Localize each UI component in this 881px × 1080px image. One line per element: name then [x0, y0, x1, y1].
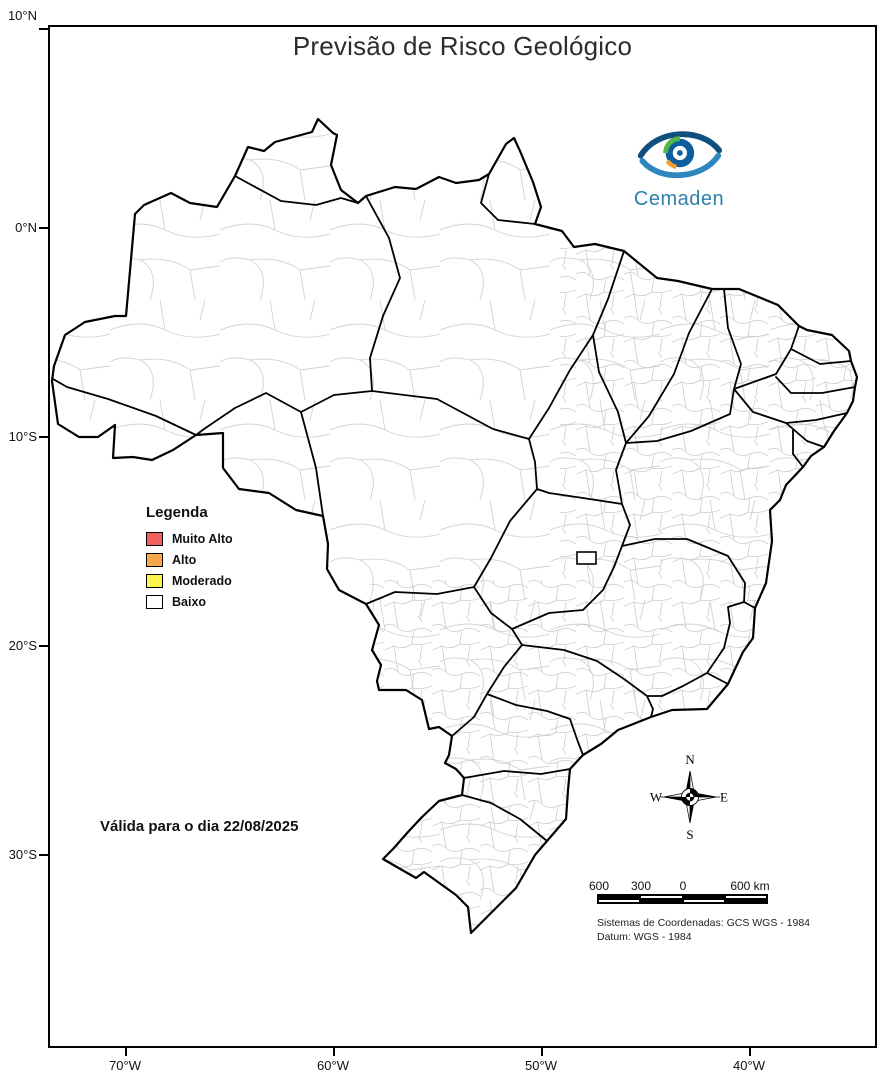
crs-line-1: Sistemas de Coordenadas: GCS WGS - 1984 [597, 917, 811, 929]
lon-tick-50w [541, 1048, 543, 1056]
legend-label: Alto [172, 553, 197, 567]
compass-rose-icon: N E S W [650, 752, 728, 842]
scale-label: 600 [588, 879, 610, 893]
map-frame [48, 25, 877, 1048]
legend-item-moderado: Moderado [146, 574, 233, 588]
lon-label-40w: 40°W [733, 1058, 765, 1073]
cemaden-wordmark: Cemaden [633, 188, 725, 210]
crs-info: Sistemas de Coordenadas: GCS WGS - 1984 … [597, 917, 810, 944]
lon-label-60w: 60°W [317, 1058, 349, 1073]
lat-tick-20s [39, 645, 48, 647]
scale-bar-labels: 600 300 0 600 km [589, 879, 777, 893]
scale-bar-graphic [597, 894, 768, 904]
lat-tick-10n [39, 28, 48, 30]
compass-letter-s: S [686, 827, 693, 842]
scale-bar: 600 300 0 600 km [589, 879, 777, 904]
lat-label-10s: 10°S [8, 429, 37, 444]
lon-tick-40w [749, 1048, 751, 1056]
lat-tick-10s [39, 436, 48, 438]
cemaden-eye-icon [637, 131, 723, 178]
scale-label: 0 [679, 879, 687, 893]
legend: Legenda Muito Alto Alto Moderado Baixo [146, 504, 233, 616]
scale-label: 300 [630, 879, 652, 893]
legend-item-muito-alto: Muito Alto [146, 532, 233, 546]
cemaden-logo: Cemaden [612, 120, 746, 211]
risk-swatch-baixo [146, 595, 163, 609]
compass-letter-n: N [685, 752, 695, 767]
scale-label: 600 km [730, 879, 770, 893]
legend-label: Muito Alto [172, 532, 233, 546]
legend-item-alto: Alto [146, 553, 233, 567]
compass-rose: N E S W [645, 749, 735, 850]
lon-label-70w: 70°W [109, 1058, 141, 1073]
lon-tick-70w [125, 1048, 127, 1056]
crs-line-2: Datum: WGS - 1984 [597, 930, 692, 943]
risk-swatch-moderado [146, 574, 163, 588]
lat-label-10n: 10°N [7, 8, 37, 23]
lat-tick-0n [39, 227, 48, 229]
lat-label-30s: 30°S [8, 847, 37, 862]
map-title: Previsão de Risco Geológico [292, 31, 633, 61]
risk-swatch-muito-alto [146, 532, 163, 546]
legend-title: Legenda [146, 504, 208, 521]
legend-item-baixo: Baixo [146, 595, 233, 609]
lon-tick-60w [333, 1048, 335, 1056]
legend-label: Moderado [172, 574, 232, 588]
lat-tick-30s [39, 854, 48, 856]
lon-label-50w: 50°W [525, 1058, 557, 1073]
lat-label-20s: 20°S [8, 638, 37, 653]
legend-label: Baixo [172, 595, 207, 609]
compass-letter-w: W [650, 790, 663, 805]
risk-swatch-alto [146, 553, 163, 567]
compass-letter-e: E [720, 790, 728, 805]
valid-date-label: Válida para o dia 22/08/2025 [100, 818, 299, 835]
lat-label-0n: 0°N [15, 220, 37, 235]
